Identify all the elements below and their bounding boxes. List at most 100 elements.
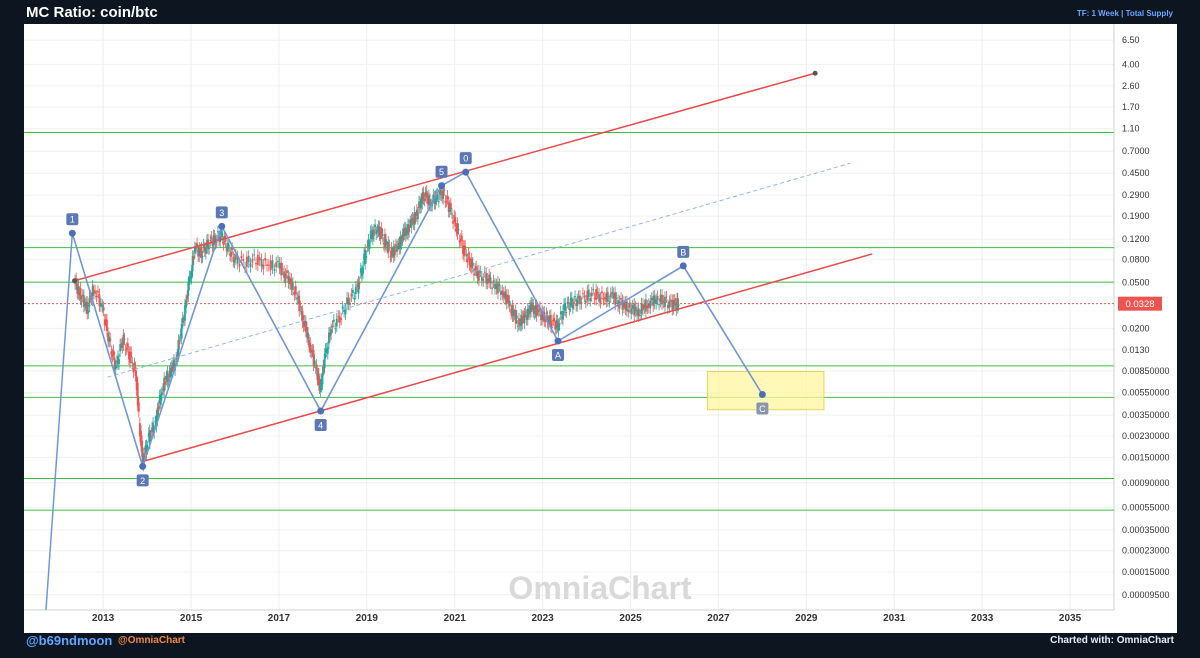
candle-body (520, 314, 523, 326)
candle-body (213, 235, 216, 240)
candle-body (79, 288, 82, 300)
candle-body (264, 258, 267, 261)
candle-body (171, 362, 174, 372)
watermark-text: OmniaChart (508, 570, 691, 606)
candle-body (448, 205, 451, 212)
candle-body (469, 264, 472, 267)
candle-body (397, 243, 400, 245)
candle-body (567, 302, 570, 304)
candle-body (328, 332, 330, 344)
candle-body (482, 278, 485, 282)
candle-body (323, 353, 326, 368)
candle-body (659, 294, 662, 302)
candle-body (193, 247, 196, 253)
candle-body (393, 249, 396, 256)
candle-body (94, 290, 96, 294)
candle-body (497, 281, 499, 294)
candle-body (432, 194, 435, 197)
candle-body (179, 334, 182, 337)
candle-body (256, 254, 259, 266)
y-tick-label: 0.4500 (1122, 168, 1150, 178)
candle-body (363, 253, 365, 261)
candle-body (631, 305, 634, 309)
candle-body (260, 259, 263, 267)
candle-body (347, 298, 350, 305)
candle-body (77, 285, 80, 295)
candle-body (511, 305, 514, 317)
candle-body (251, 258, 254, 263)
wave-point-1 (68, 229, 76, 237)
candle-body (517, 325, 519, 327)
candle-body (247, 255, 250, 263)
candle-body (222, 242, 225, 246)
candle-body (195, 248, 197, 250)
candle-body (395, 244, 397, 247)
chart-svg[interactable]: 2013 2015 2017 2019 2021 2023 2025 2027 2029 2031… (24, 24, 1177, 633)
candle-body (587, 289, 590, 297)
candle-body (475, 266, 478, 271)
candle-body (649, 300, 652, 309)
candle-body (436, 193, 439, 197)
candle-body (658, 304, 661, 306)
candle-body (492, 280, 495, 283)
candle-body (156, 408, 159, 421)
candle-body (556, 320, 559, 328)
candle-body (287, 275, 290, 284)
candle-body (385, 239, 387, 245)
candle-body (209, 240, 212, 242)
candle-body (633, 303, 636, 316)
candle-body (375, 232, 378, 235)
candle-body (103, 319, 106, 326)
candle-body (89, 295, 92, 298)
candle-body (269, 260, 272, 271)
candle-body (199, 249, 202, 253)
candle-body (470, 258, 473, 269)
candle-body (135, 376, 138, 391)
candle-body (286, 270, 288, 274)
candle-body (491, 287, 493, 290)
candle-body (576, 299, 579, 307)
candle-body (242, 258, 245, 261)
y-tick-label: 0.00023000 (1122, 546, 1170, 556)
candle-body (458, 240, 461, 243)
author-handle[interactable]: @b69ndmoon (26, 633, 113, 648)
candle-body (284, 273, 287, 282)
candle-body (334, 328, 337, 330)
chart-area[interactable]: 2013 2015 2017 2019 2021 2023 2025 2027 2029 2031… (24, 24, 1177, 633)
candle-body (534, 305, 537, 313)
y-tick-label: 1.10 (1122, 124, 1140, 134)
candle-body (645, 299, 647, 312)
candle-body (368, 244, 371, 249)
channel-anchor-point (72, 278, 78, 284)
candle-body (612, 293, 615, 299)
candle-body (229, 253, 231, 256)
candle-body (605, 293, 608, 302)
wave-point-C (758, 390, 766, 398)
candle-body (317, 373, 320, 386)
candle-body (424, 192, 427, 197)
candle-body (545, 312, 548, 314)
candle-body (211, 244, 214, 247)
candle-body (147, 432, 150, 437)
candle-body (664, 296, 666, 308)
candle-body (315, 364, 318, 372)
candle-body (189, 276, 192, 278)
candle-body (422, 192, 425, 200)
candle-body (277, 260, 279, 263)
candle-body (426, 198, 429, 204)
candle-body (403, 227, 406, 235)
candle-body (590, 292, 593, 297)
candle-body (221, 232, 224, 238)
brand-handle[interactable]: @OmniaChart (118, 635, 185, 646)
candle-body (196, 243, 198, 247)
candle-body (563, 303, 565, 310)
candle-body (236, 256, 239, 264)
candle-body (483, 271, 486, 273)
candle-body (271, 260, 274, 269)
candle-body (136, 382, 139, 406)
candle-body (325, 348, 328, 352)
candle-body (249, 263, 252, 268)
x-tick-label: 2015 (180, 613, 203, 624)
candle-body (338, 316, 341, 323)
candle-body (137, 402, 140, 412)
